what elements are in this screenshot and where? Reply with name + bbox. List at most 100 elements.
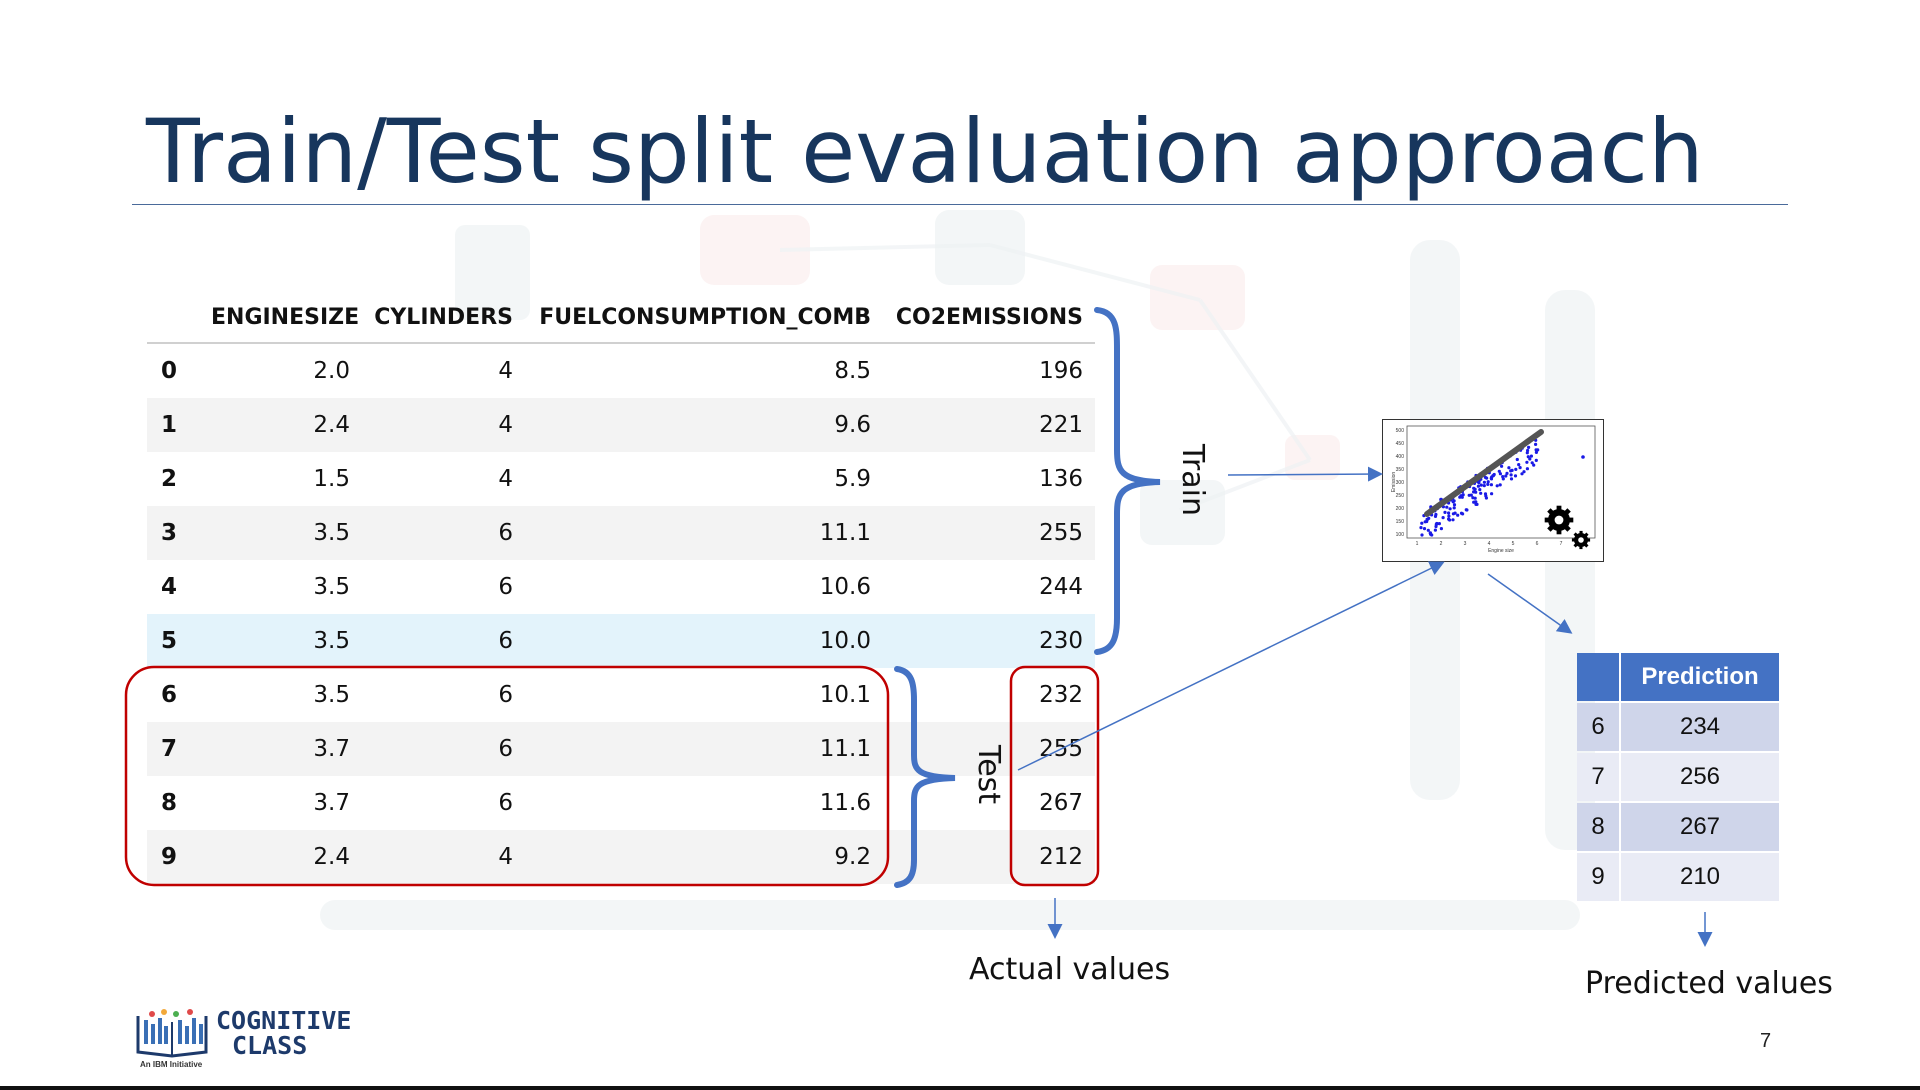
mini-chart-point xyxy=(1489,483,1493,487)
mini-chart-point xyxy=(1495,484,1499,488)
mini-chart-point xyxy=(1464,508,1468,512)
table-cell: 1.5 xyxy=(199,452,362,506)
mini-chart-point xyxy=(1509,473,1513,477)
table-cell: 3.5 xyxy=(199,506,362,560)
mini-chart-xtick: 1 xyxy=(1416,541,1419,547)
table-cell: 6 xyxy=(362,614,525,668)
mini-chart-point xyxy=(1423,520,1427,524)
mini-chart-point xyxy=(1501,477,1505,481)
mini-chart-point xyxy=(1471,496,1475,500)
test-label: Test xyxy=(971,745,1006,805)
prediction-header: Prediction xyxy=(1621,653,1779,701)
bottom-bar xyxy=(0,1086,1920,1090)
mini-chart-point xyxy=(1477,481,1481,485)
mini-chart-point xyxy=(1474,490,1478,494)
column-header: FUELCONSUMPTION_COMB xyxy=(525,292,883,344)
logo-line-2: CLASS xyxy=(232,1031,308,1060)
mini-chart-point xyxy=(1443,510,1447,514)
mini-chart-point xyxy=(1447,511,1451,515)
table-cell: 2.4 xyxy=(199,398,362,452)
mini-chart-point xyxy=(1492,472,1496,477)
mini-chart-point xyxy=(1473,500,1477,504)
logo-line-1: COGNITIVE xyxy=(216,1006,352,1035)
table-cell: 10.0 xyxy=(525,614,883,668)
table-cell: 4 xyxy=(362,830,525,884)
table-row: 0 2.0 4 8.5 196 xyxy=(147,343,1095,398)
mini-chart-ytick: 400 xyxy=(1396,454,1405,460)
prediction-index: 7 xyxy=(1577,753,1619,801)
mini-chart-point xyxy=(1478,488,1482,492)
mini-chart-point xyxy=(1522,470,1526,474)
prediction-index-header xyxy=(1577,653,1619,701)
mini-chart-point xyxy=(1479,483,1483,487)
table-cell: 3.5 xyxy=(199,668,362,722)
table-cell: 2.0 xyxy=(199,343,362,398)
mini-chart-point xyxy=(1479,491,1483,495)
table-cell: 232 xyxy=(883,668,1095,722)
mini-chart-point xyxy=(1451,518,1455,522)
prediction-row: 6 234 xyxy=(1577,703,1779,751)
mini-chart-point xyxy=(1534,448,1538,452)
table-row: 6 3.5 6 10.1 232 xyxy=(147,668,1095,722)
mini-chart-ytick: 350 xyxy=(1396,467,1405,473)
table-row: 2 1.5 4 5.9 136 xyxy=(147,452,1095,506)
mini-chart-point xyxy=(1452,499,1456,503)
mini-chart-point xyxy=(1486,480,1490,484)
mini-chart-point xyxy=(1534,450,1538,454)
mini-chart-point xyxy=(1428,531,1432,535)
mini-chart-point xyxy=(1517,463,1521,467)
mini-chart-ytick: 450 xyxy=(1396,441,1405,447)
mini-chart-point xyxy=(1482,480,1486,484)
mini-chart-point xyxy=(1518,466,1522,470)
title-divider xyxy=(132,204,1788,205)
table-cell: 3.5 xyxy=(199,560,362,614)
mini-chart-point xyxy=(1513,474,1518,478)
mini-chart-point xyxy=(1447,514,1451,518)
prediction-value: 234 xyxy=(1621,703,1779,751)
table-row: 4 3.5 6 10.6 244 xyxy=(147,560,1095,614)
mini-chart-ytick: 150 xyxy=(1396,519,1405,525)
table-cell: 4 xyxy=(362,452,525,506)
prediction-value: 256 xyxy=(1621,753,1779,801)
mini-chart-point xyxy=(1514,467,1518,471)
mini-chart-xtick: 7 xyxy=(1560,541,1563,547)
mini-chart-point xyxy=(1475,502,1479,506)
mini-chart-point xyxy=(1435,521,1439,526)
mini-chart-point xyxy=(1498,472,1502,476)
table-cell: 2.4 xyxy=(199,830,362,884)
mini-chart-point xyxy=(1532,463,1536,467)
table-cell: 6 xyxy=(362,560,525,614)
table-row: 3 3.5 6 11.1 255 xyxy=(147,506,1095,560)
mini-chart-frame xyxy=(1406,425,1596,539)
mini-chart-point xyxy=(1581,455,1585,459)
prediction-value: 210 xyxy=(1621,853,1779,901)
prediction-table: Prediction 6 234 7 256 8 267 9 210 xyxy=(1575,651,1781,903)
table-cell: 230 xyxy=(883,614,1095,668)
row-index: 0 xyxy=(147,343,199,398)
table-cell: 3.7 xyxy=(199,722,362,776)
mini-chart-point xyxy=(1500,464,1504,468)
mini-chart-point xyxy=(1419,526,1423,530)
table-header-row: ENGINESIZE CYLINDERS FUELCONSUMPTION_COMB C… xyxy=(147,292,1095,344)
prediction-row: 8 267 xyxy=(1577,803,1779,851)
mini-chart-point xyxy=(1472,486,1476,490)
table-row: 9 2.4 4 9.2 212 xyxy=(147,830,1095,884)
mini-chart-ytick: 500 xyxy=(1396,428,1405,434)
prediction-index: 6 xyxy=(1577,703,1619,751)
prediction-index: 8 xyxy=(1577,803,1619,851)
row-index: 8 xyxy=(147,776,199,830)
table-cell: 10.1 xyxy=(525,668,883,722)
mini-chart-point xyxy=(1528,457,1532,461)
mini-chart-point xyxy=(1486,482,1490,486)
mini-chart-point xyxy=(1445,505,1449,509)
mini-chart-point xyxy=(1505,471,1509,475)
table-cell: 9.6 xyxy=(525,398,883,452)
mini-chart-point xyxy=(1461,512,1465,516)
mini-chart-point xyxy=(1534,458,1538,462)
column-header: CO2EMISSIONS xyxy=(883,292,1095,344)
table-cell: 255 xyxy=(883,506,1095,560)
mini-chart-point xyxy=(1448,507,1452,511)
table-cell: 136 xyxy=(883,452,1095,506)
table-row: 7 3.7 6 11.1 255 xyxy=(147,722,1095,776)
mini-chart-point xyxy=(1507,466,1511,470)
